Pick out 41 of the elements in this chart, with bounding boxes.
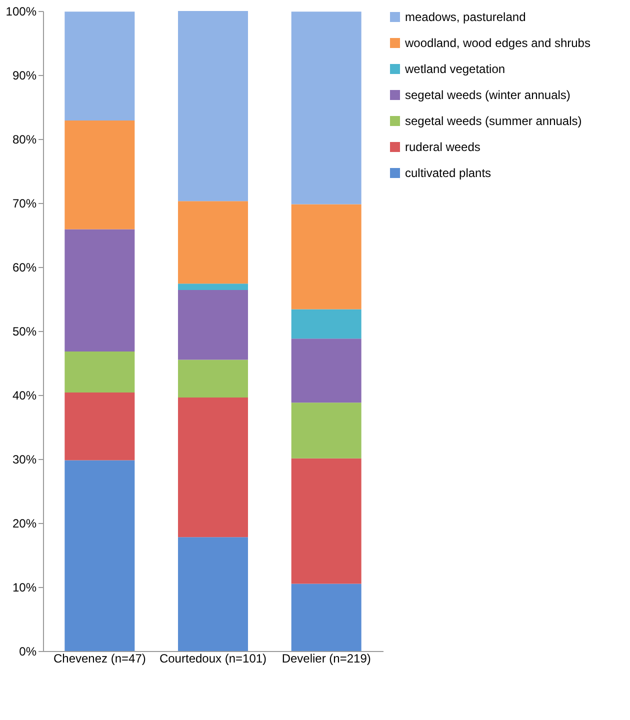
bar (178, 360, 248, 398)
y-tick-label: 40% (12, 388, 37, 402)
bar (64, 351, 135, 392)
bar (291, 402, 362, 458)
bar (178, 201, 248, 284)
legend-label: segetal weeds (summer annuals) (405, 114, 582, 128)
bar (64, 392, 135, 460)
y-tick-label: 10% (12, 580, 37, 594)
y-tick-label: 30% (12, 452, 37, 466)
bar (64, 229, 135, 352)
y-tick-label: 0% (19, 644, 37, 658)
bar (178, 398, 248, 538)
bar (178, 290, 248, 360)
bar (291, 12, 362, 204)
bar (291, 458, 362, 584)
bar (291, 338, 362, 403)
y-tick-label: 100% (6, 4, 37, 18)
bar (64, 460, 135, 651)
y-tick-label: 70% (12, 196, 37, 210)
legend-label: ruderal weeds (405, 140, 480, 154)
x-tick-label: Chevenez (n=47) (53, 652, 146, 666)
legend-label: wetland vegetation (404, 62, 506, 76)
legend-label: segetal weeds (winter annuals) (405, 88, 570, 102)
legend-label: meadows, pastureland (405, 10, 526, 24)
x-tick-label: Courtedoux (n=101) (159, 652, 267, 666)
bar (291, 204, 362, 310)
bar (178, 537, 248, 651)
y-tick-label: 50% (12, 324, 37, 338)
legend-label: cultivated plants (405, 166, 492, 180)
y-tick-label: 80% (12, 132, 37, 146)
y-tick-label: 90% (12, 68, 37, 82)
x-tick-label: Develier (n=219) (282, 652, 371, 666)
bar (64, 12, 135, 120)
bar (178, 284, 248, 290)
bar (64, 120, 135, 230)
y-tick-label: 60% (12, 260, 37, 274)
bar (291, 584, 362, 651)
bar (178, 11, 248, 202)
bar (291, 309, 362, 339)
y-tick-label: 20% (12, 516, 37, 530)
legend-label: woodland, wood edges and shrubs (404, 36, 590, 50)
